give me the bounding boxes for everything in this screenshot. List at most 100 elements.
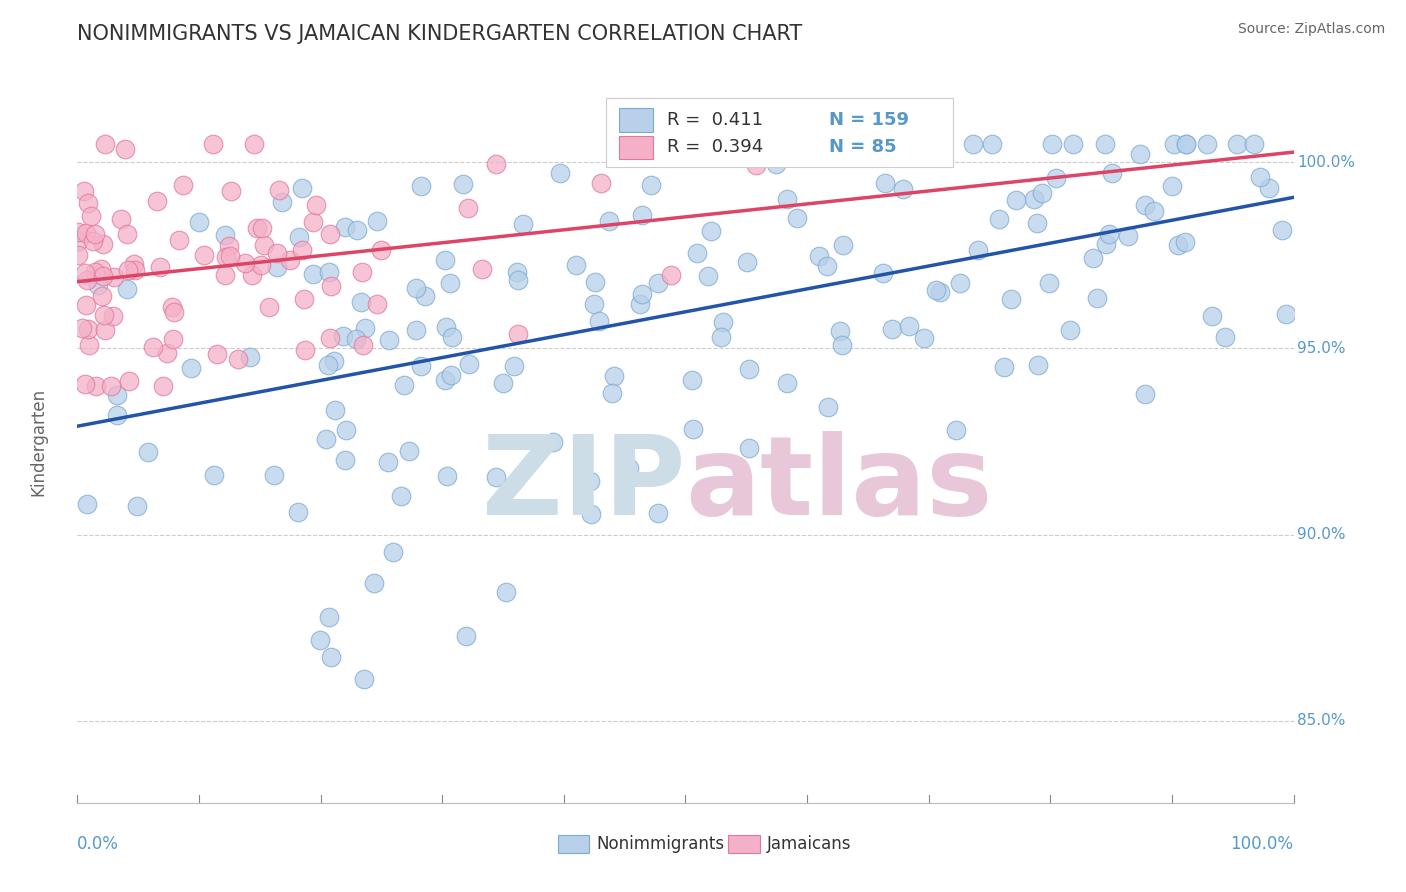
Point (872, 266, 894, 280)
Point (640, 178, 662, 193)
Point (583, 297, 606, 311)
Point (66, 248, 89, 262)
Point (993, 359, 1015, 374)
Point (162, 332, 184, 346)
Point (82, 234, 104, 248)
Point (506, 265, 529, 279)
Point (202, 468, 225, 483)
Point (100, 378, 122, 392)
Point (370, 244, 392, 258)
Text: atlas: atlas (686, 432, 993, 539)
Point (600, 385, 623, 400)
Point (346, 223, 368, 237)
Point (457, 201, 479, 215)
Point (302, 215, 325, 229)
Point (76, 497, 98, 511)
Point (278, 252, 301, 267)
Point (219, 184, 242, 198)
Point (1161, 178, 1184, 193)
Point (291, 243, 314, 257)
Point (434, 320, 457, 334)
Point (73, 377, 96, 392)
Point (451, 178, 474, 192)
Point (409, 178, 432, 193)
Point (73, 184, 96, 198)
Point (912, 331, 935, 345)
Point (84, 227, 107, 242)
Point (647, 276, 669, 290)
FancyBboxPatch shape (619, 109, 652, 132)
Point (815, 260, 838, 274)
Point (1143, 203, 1166, 218)
Point (565, 258, 588, 272)
Point (1174, 136, 1197, 151)
Point (579, 475, 602, 489)
Point (696, 268, 718, 283)
Point (647, 506, 669, 520)
Point (79, 337, 101, 351)
Point (880, 321, 903, 335)
Text: NONIMMIGRANTS VS JAMAICAN KINDERGARTEN CORRELATION CHART: NONIMMIGRANTS VS JAMAICAN KINDERGARTEN C… (77, 24, 803, 44)
Point (218, 239, 240, 253)
Text: ZIP: ZIP (482, 432, 686, 539)
Point (548, 166, 571, 180)
Point (323, 403, 346, 417)
Point (103, 270, 125, 285)
FancyBboxPatch shape (728, 835, 759, 854)
Point (1045, 170, 1067, 185)
Point (287, 504, 309, 518)
Point (318, 331, 340, 345)
Point (66, 225, 89, 239)
Point (1026, 359, 1049, 373)
Point (440, 329, 463, 343)
Point (291, 180, 314, 194)
Point (292, 293, 315, 307)
Point (737, 140, 759, 154)
Point (1201, 309, 1223, 323)
Point (352, 265, 374, 279)
Point (1038, 277, 1060, 291)
Point (75, 297, 97, 311)
Point (163, 305, 186, 319)
Point (253, 237, 276, 252)
Point (828, 324, 851, 338)
Point (321, 279, 343, 293)
Point (202, 136, 225, 151)
Point (266, 245, 288, 260)
Point (1249, 169, 1271, 184)
Point (1197, 136, 1219, 151)
Point (1094, 136, 1116, 151)
Point (1213, 330, 1236, 344)
Point (335, 453, 357, 467)
Point (967, 244, 990, 258)
Point (105, 388, 128, 402)
Point (831, 337, 853, 351)
Point (382, 544, 405, 558)
Point (122, 256, 145, 270)
Point (1133, 386, 1156, 401)
Point (214, 227, 236, 242)
Point (434, 373, 457, 387)
Point (506, 327, 529, 342)
Point (398, 443, 420, 458)
Point (172, 178, 194, 193)
Point (332, 329, 354, 343)
Point (405, 323, 427, 337)
Point (167, 233, 190, 247)
Point (252, 221, 274, 235)
Point (681, 373, 703, 387)
Point (257, 301, 280, 315)
Point (700, 224, 723, 238)
Point (1167, 238, 1189, 252)
Point (205, 347, 228, 361)
Point (710, 330, 733, 344)
Point (76, 322, 98, 336)
Text: Source: ZipAtlas.com: Source: ZipAtlas.com (1237, 22, 1385, 37)
Point (243, 136, 266, 151)
Point (218, 249, 240, 263)
Point (512, 218, 534, 232)
Point (246, 221, 269, 235)
Point (125, 500, 148, 514)
Point (506, 272, 529, 286)
Point (301, 268, 323, 282)
